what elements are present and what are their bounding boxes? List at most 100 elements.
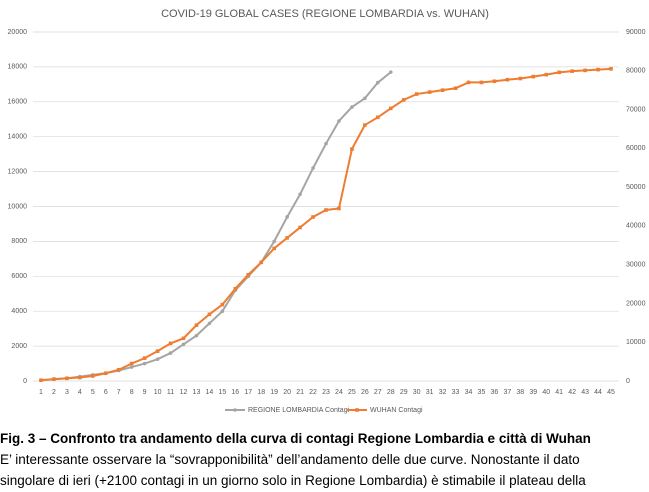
x-tick-label: 34 (465, 389, 473, 396)
caption-heading: Fig. 3 – Confronto tra andamento della c… (0, 428, 649, 449)
point (544, 72, 549, 77)
point (363, 123, 367, 127)
point (350, 147, 354, 151)
caption: Fig. 3 – Confronto tra andamento della c… (0, 428, 649, 491)
x-tick-label: 28 (387, 389, 395, 396)
chart-title: COVID-19 GLOBAL CASES (REGIONE LOMBARDIA… (161, 8, 489, 20)
point (337, 119, 341, 123)
point (142, 356, 147, 360)
point (557, 70, 561, 75)
x-tick-label: 32 (439, 389, 447, 396)
x-tick-label: 6 (104, 389, 108, 396)
point (298, 225, 302, 230)
x-tick-label: 20 (283, 389, 291, 396)
point (207, 321, 212, 326)
y2-tick-label: 20000 (626, 300, 646, 307)
point (91, 374, 95, 378)
legend-label: WUHAN Contagi (370, 407, 423, 414)
x-tick-label: 39 (529, 389, 537, 396)
point (414, 92, 419, 96)
x-tick-label: 3 (65, 389, 69, 396)
x-tick-label: 44 (594, 389, 602, 396)
series-line (40, 71, 392, 382)
point (583, 68, 587, 73)
x-tick-label: 17 (244, 389, 252, 396)
y-tick-label: 8000 (11, 238, 27, 245)
point (168, 341, 173, 346)
point (259, 260, 264, 265)
x-tick-label: 1 (39, 389, 43, 396)
point (350, 105, 354, 109)
x-tick-label: 14 (206, 389, 214, 396)
x-tick-label: 13 (193, 389, 201, 396)
point (155, 357, 160, 361)
x-tick-label: 26 (361, 389, 369, 396)
point (570, 69, 574, 73)
x-tick-label: 15 (218, 389, 226, 396)
y-tick-label: 10000 (8, 203, 28, 210)
x-tick-label: 25 (348, 389, 356, 396)
point (596, 67, 600, 72)
point (609, 67, 613, 71)
y-tick-label: 6000 (11, 273, 27, 280)
x-tick-label: 12 (180, 389, 188, 396)
x-tick-label: 2 (52, 389, 56, 396)
point (440, 88, 445, 92)
point (531, 74, 536, 79)
legend-marker (355, 408, 359, 412)
x-tick-label: 30 (413, 389, 421, 396)
point (116, 367, 121, 372)
point (388, 70, 393, 74)
point (505, 77, 510, 82)
point (285, 215, 289, 219)
point (518, 76, 523, 81)
x-tick-label: 22 (309, 389, 317, 396)
x-tick-label: 21 (296, 389, 304, 396)
y2-tick-label: 60000 (626, 145, 646, 152)
y-tick-label: 18000 (8, 64, 28, 71)
point (181, 342, 186, 347)
y2-tick-label: 70000 (626, 106, 646, 113)
point (466, 80, 471, 85)
y2-tick-label: 50000 (626, 184, 646, 191)
point (324, 208, 328, 212)
point (285, 236, 289, 240)
x-tick-label: 31 (426, 389, 434, 396)
x-tick-label: 38 (516, 389, 524, 396)
point (39, 378, 43, 383)
x-tick-label: 4 (78, 389, 82, 396)
y-tick-label: 20000 (8, 29, 28, 36)
y-tick-label: 12000 (8, 168, 28, 175)
point (311, 166, 315, 170)
point (129, 365, 134, 369)
x-tick-label: 9 (143, 389, 147, 396)
chart: COVID-19 GLOBAL CASES (REGIONE LOMBARDIA… (8, 8, 646, 414)
y2-tick-label: 90000 (626, 29, 646, 36)
x-tick-label: 24 (335, 389, 343, 396)
point (220, 309, 225, 314)
point (298, 192, 302, 197)
point (194, 333, 199, 338)
point (129, 361, 134, 366)
x-tick-label: 45 (607, 389, 615, 396)
legend-marker (233, 408, 237, 412)
x-tick-label: 36 (491, 389, 499, 396)
x-tick-label: 29 (400, 389, 408, 396)
x-tick-label: 40 (542, 389, 550, 396)
y-tick-label: 2000 (11, 343, 27, 350)
point (181, 336, 186, 341)
point (207, 312, 212, 317)
x-tick-label: 42 (568, 389, 576, 396)
point (103, 371, 108, 376)
y2-tick-label: 30000 (626, 262, 646, 269)
point (52, 377, 56, 381)
point (376, 115, 380, 120)
caption-line: singolare di ieri (+2100 contagi in un g… (0, 473, 586, 488)
point (324, 141, 328, 146)
x-tick-label: 11 (167, 389, 174, 396)
point (479, 80, 484, 85)
x-tick-label: 19 (270, 389, 278, 396)
y-tick-label: 14000 (8, 134, 28, 141)
point (168, 351, 173, 355)
point (78, 375, 82, 380)
